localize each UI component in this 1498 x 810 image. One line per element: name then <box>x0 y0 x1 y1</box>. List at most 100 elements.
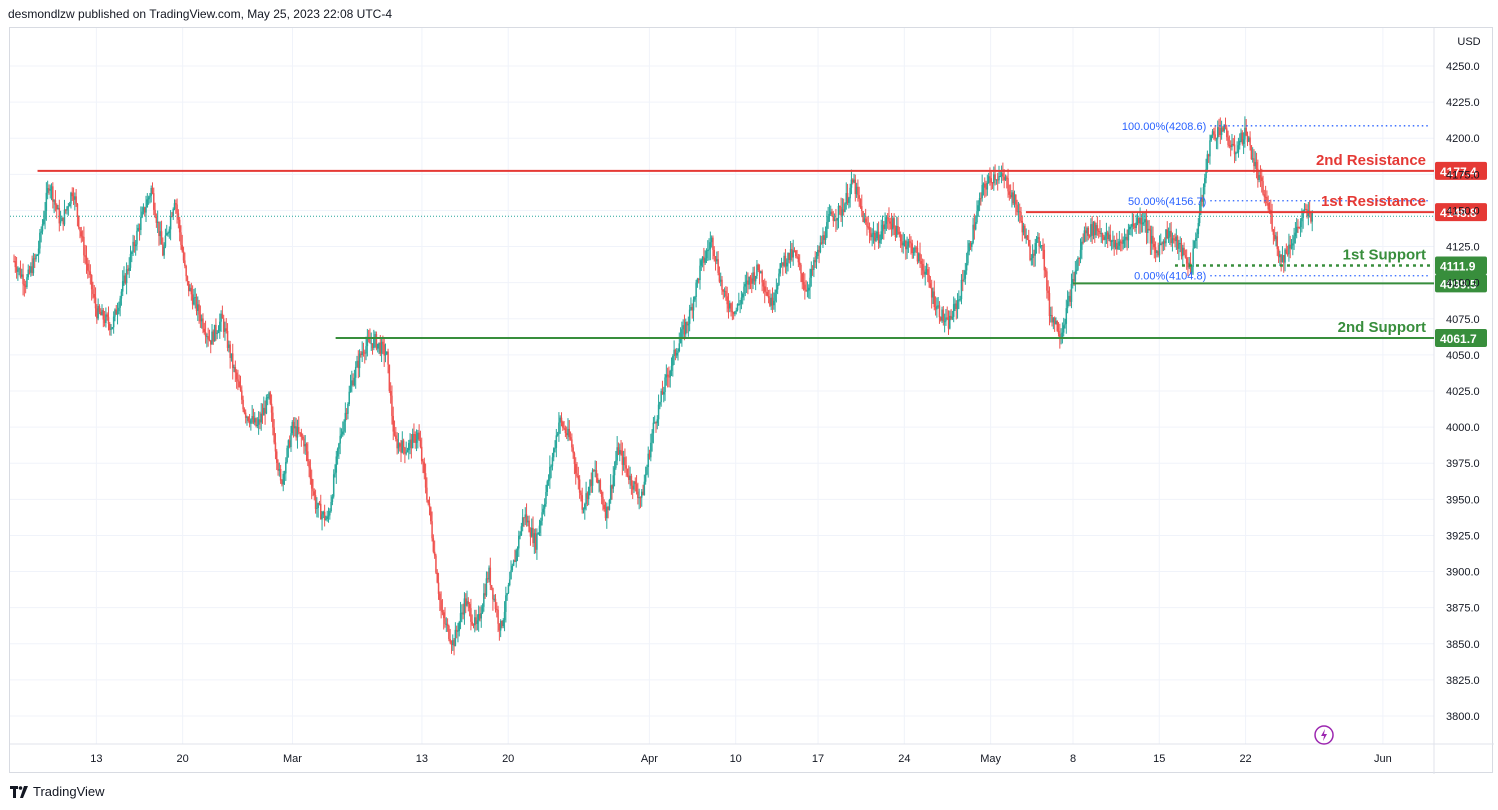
candle-body <box>310 478 313 489</box>
candle-body <box>348 391 350 404</box>
candle-body <box>677 351 679 353</box>
candle-body <box>1050 314 1052 317</box>
candle-body <box>956 299 959 309</box>
candle-body <box>168 229 171 233</box>
candle-body <box>889 221 892 224</box>
candle-body <box>383 344 385 356</box>
candle-body <box>725 290 727 297</box>
candle-body <box>200 318 203 322</box>
candle-body <box>697 278 700 281</box>
candle-body <box>257 419 260 425</box>
candle-body <box>582 509 585 511</box>
candle-body <box>1166 229 1169 239</box>
candle-body <box>659 402 661 405</box>
candle-body <box>1266 196 1268 204</box>
candle-body <box>1018 211 1021 213</box>
candle-body <box>1185 257 1188 264</box>
candle-body <box>699 265 701 281</box>
candle-body <box>674 349 677 356</box>
candle-body <box>1180 243 1183 257</box>
candle-body <box>207 336 209 340</box>
candle-body <box>410 439 413 449</box>
candle-body <box>669 371 671 378</box>
candle-body <box>343 421 345 432</box>
candle-body <box>71 192 73 197</box>
candle-body <box>563 427 565 429</box>
chart-frame[interactable]: 100.00%(4208.6) 50.00%(4156.7) 0.00%(4104.… <box>9 27 1494 774</box>
candle-body <box>1118 241 1121 246</box>
candle-body <box>1251 158 1254 160</box>
candle-body <box>719 279 722 282</box>
candle-body <box>98 306 101 312</box>
candle-body <box>147 197 150 200</box>
candle-body <box>203 328 206 333</box>
x-tick-label: May <box>980 753 1001 765</box>
candle-body <box>899 234 902 242</box>
candle-body <box>921 263 924 271</box>
candle-body <box>730 303 732 312</box>
candle-body <box>414 434 416 443</box>
candle-body <box>54 200 57 205</box>
lightning-icon[interactable] <box>1314 725 1334 745</box>
candle-body <box>1053 317 1056 325</box>
candle-body <box>572 447 574 454</box>
candle-body <box>880 231 882 241</box>
candle-body <box>530 527 533 537</box>
candle-body <box>600 491 603 497</box>
candle-body <box>902 242 904 246</box>
candle-body <box>441 610 444 613</box>
candle-body <box>829 211 832 214</box>
candle-body <box>616 447 618 461</box>
candle-body <box>1073 279 1075 282</box>
candle-body <box>1088 235 1091 237</box>
candle-body <box>342 431 344 435</box>
x-tick-label: 13 <box>90 753 102 765</box>
candle-body <box>631 485 634 490</box>
candle-body <box>1062 325 1065 333</box>
candle-body <box>387 351 389 365</box>
candle-body <box>1214 134 1216 139</box>
candle-body <box>727 304 730 309</box>
candle-body <box>1105 232 1108 236</box>
candle-body <box>942 309 945 322</box>
candle-body <box>364 352 366 354</box>
candle-body <box>99 311 102 316</box>
candle-body <box>1020 211 1022 221</box>
candle-body <box>1253 158 1255 167</box>
candle-body <box>805 289 807 292</box>
candle-body <box>332 474 335 497</box>
candle-body <box>259 419 261 423</box>
candle-body <box>30 266 32 273</box>
candle-body <box>216 332 218 334</box>
candle-body <box>44 210 46 220</box>
fibonacci-level-label: 0.00%(4104.8) <box>1134 271 1206 283</box>
candle-body <box>587 487 590 500</box>
candle-body <box>339 435 341 444</box>
candle-body <box>208 339 211 341</box>
candle-body <box>488 567 490 580</box>
candle-body <box>1127 229 1130 241</box>
candle-body <box>833 219 836 221</box>
candle-body <box>741 293 744 298</box>
y-tick-label: 4025.0 <box>1446 386 1480 398</box>
candle-body <box>707 250 709 252</box>
candle-body <box>701 256 704 261</box>
candle-body <box>1075 269 1078 271</box>
candle-body <box>63 209 66 225</box>
candle-body <box>193 297 195 305</box>
candle-body <box>933 291 936 308</box>
candlestick-chart[interactable]: 100.00%(4208.6) 50.00%(4156.7) 0.00%(4104.… <box>10 28 1494 774</box>
candle-body <box>844 203 846 212</box>
candle-body <box>763 286 766 292</box>
candle-body <box>745 280 748 285</box>
candle-body <box>888 218 890 222</box>
candle-body <box>492 587 494 600</box>
candle-body <box>233 367 235 369</box>
candle-body <box>1059 333 1061 338</box>
candle-body <box>140 217 142 230</box>
candle-body <box>118 307 120 312</box>
candle-body <box>1074 270 1077 282</box>
candle-body <box>779 263 781 274</box>
candle-body <box>1011 192 1013 198</box>
candle-body <box>749 276 752 279</box>
